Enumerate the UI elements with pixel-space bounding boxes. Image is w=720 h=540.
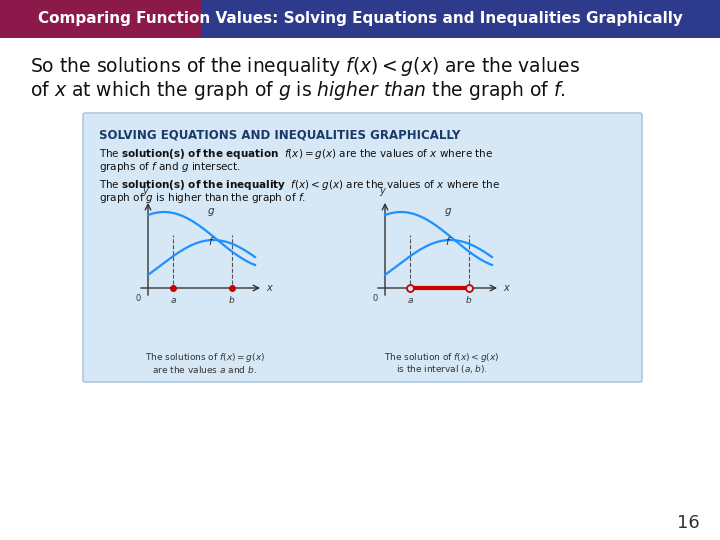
Text: are the values $a$ and $b$.: are the values $a$ and $b$. bbox=[153, 364, 258, 375]
Bar bbox=[0, 0, 202, 38]
Text: y: y bbox=[142, 186, 148, 196]
Bar bbox=[202, 0, 720, 38]
Text: The solutions of $f(x) = g(x)$: The solutions of $f(x) = g(x)$ bbox=[145, 351, 265, 364]
FancyBboxPatch shape bbox=[83, 113, 642, 382]
Text: x: x bbox=[266, 283, 271, 293]
Text: graphs of $f$ and $g$ intersect.: graphs of $f$ and $g$ intersect. bbox=[99, 160, 241, 174]
Text: a: a bbox=[408, 296, 413, 305]
Text: 0: 0 bbox=[373, 294, 378, 303]
Text: The $\bf{solution(s)\ of\ the\ equation}$  $f(x) = g(x)$ are the values of $x$ w: The $\bf{solution(s)\ of\ the\ equation}… bbox=[99, 147, 493, 161]
Text: f: f bbox=[208, 237, 212, 247]
Text: g: g bbox=[445, 206, 451, 216]
Text: The solution of $f(x) < g(x)$: The solution of $f(x) < g(x)$ bbox=[384, 351, 500, 364]
Text: 16: 16 bbox=[678, 514, 700, 532]
Text: of $x$ at which the graph of $g$ is $\it{higher\ than}$ the graph of $f$.: of $x$ at which the graph of $g$ is $\it… bbox=[30, 78, 566, 102]
Text: b: b bbox=[466, 296, 472, 305]
Text: y: y bbox=[379, 186, 385, 196]
Text: is the interval $(a, b)$.: is the interval $(a, b)$. bbox=[396, 363, 487, 375]
Text: f: f bbox=[445, 237, 449, 247]
Text: SOLVING EQUATIONS AND INEQUALITIES GRAPHICALLY: SOLVING EQUATIONS AND INEQUALITIES GRAPH… bbox=[99, 128, 460, 141]
Text: So the solutions of the inequality $f(x) < g(x)$ are the values: So the solutions of the inequality $f(x)… bbox=[30, 56, 580, 78]
Text: a: a bbox=[171, 296, 176, 305]
Text: x: x bbox=[503, 283, 509, 293]
Text: graph of $g$ is higher than the graph of $f$.: graph of $g$ is higher than the graph of… bbox=[99, 191, 306, 205]
Text: g: g bbox=[208, 206, 215, 216]
Text: b: b bbox=[229, 296, 235, 305]
Text: 0: 0 bbox=[136, 294, 141, 303]
Text: Comparing Function Values: Solving Equations and Inequalities Graphically: Comparing Function Values: Solving Equat… bbox=[37, 11, 683, 26]
Text: The $\bf{solution(s)\ of\ the\ inequality}$  $f(x) < g(x)$ are the values of $x$: The $\bf{solution(s)\ of\ the\ inequalit… bbox=[99, 178, 500, 192]
